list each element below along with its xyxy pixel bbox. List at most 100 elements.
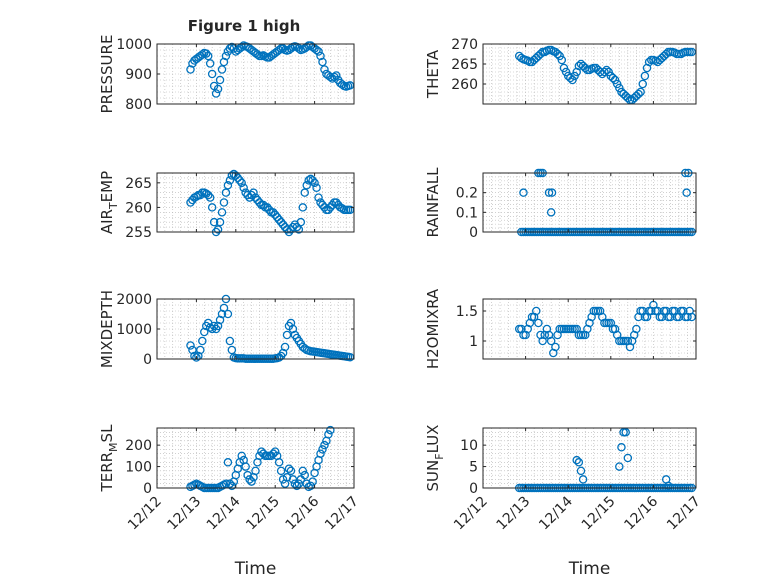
data-point xyxy=(310,178,319,188)
y-tick-label: 10 xyxy=(460,438,478,454)
data-point xyxy=(298,203,308,212)
data-point xyxy=(316,51,325,61)
data-point xyxy=(217,309,227,319)
data-point xyxy=(205,193,215,202)
data-point xyxy=(225,336,235,346)
data-point xyxy=(213,84,223,94)
data-point xyxy=(561,67,571,77)
data-point xyxy=(572,455,581,465)
y-tick-label: 0.1 xyxy=(456,205,478,221)
x-tick-label: 12/14 xyxy=(204,493,244,533)
data-point xyxy=(225,176,235,185)
data-point xyxy=(235,176,244,185)
x-tick-label: 12/13 xyxy=(494,494,534,534)
data-point xyxy=(302,181,311,190)
data-point xyxy=(634,89,643,99)
data-point xyxy=(213,321,223,331)
data-point xyxy=(207,69,217,79)
data-point xyxy=(219,198,229,207)
data-point xyxy=(227,345,237,355)
data-point xyxy=(198,336,207,346)
data-point xyxy=(687,47,696,57)
data-point xyxy=(640,71,650,81)
data-point xyxy=(604,67,613,77)
data-point xyxy=(215,315,225,325)
subplot-2: 260 265 270 THETA xyxy=(424,37,697,105)
data-point xyxy=(237,42,246,52)
data-point xyxy=(332,71,341,80)
data-point xyxy=(221,51,231,61)
data-point xyxy=(314,193,323,202)
data-point xyxy=(192,192,201,201)
y-axis-label: THETA xyxy=(424,49,442,99)
data-point xyxy=(612,79,622,89)
data-point xyxy=(337,204,347,213)
x-tick-label: 12/17 xyxy=(322,494,362,534)
y-tick-label: 2000 xyxy=(116,292,152,308)
data-point xyxy=(237,178,246,188)
data-point xyxy=(209,217,219,227)
data-point xyxy=(241,462,250,471)
data-point xyxy=(574,458,584,467)
x-tick-label: 12/15 xyxy=(243,494,283,534)
y-axis-label: TERRMSL xyxy=(98,424,120,493)
subplot-4: 0 0.1 0.2 RAINFALL xyxy=(424,167,697,241)
data-point xyxy=(196,345,205,355)
y-tick-label: 0 xyxy=(143,352,152,368)
data-point xyxy=(316,449,325,458)
data-point xyxy=(580,63,590,73)
data-point xyxy=(320,440,329,450)
data-point xyxy=(568,75,577,85)
data-point xyxy=(636,87,645,97)
data-point xyxy=(544,188,554,197)
data-point xyxy=(247,477,256,486)
y-axis-label: PRESSURE xyxy=(98,35,116,114)
data-point xyxy=(623,453,633,463)
data-point xyxy=(664,481,673,491)
data-point xyxy=(217,65,227,74)
data-point xyxy=(615,83,624,93)
y-tick-label: 260 xyxy=(451,77,478,93)
data-point xyxy=(294,44,304,53)
x-tick-label: 12/12 xyxy=(125,494,165,534)
data-point xyxy=(219,303,229,313)
data-point xyxy=(623,93,633,103)
data-point xyxy=(600,67,609,77)
data-point xyxy=(559,63,569,73)
data-point xyxy=(203,51,213,61)
data-point xyxy=(578,475,588,484)
data-point xyxy=(274,458,284,467)
data-point xyxy=(551,342,560,352)
data-point xyxy=(249,188,258,197)
data-point xyxy=(312,45,321,55)
data-point xyxy=(253,50,262,59)
data-point xyxy=(300,470,309,480)
data-point xyxy=(251,466,260,476)
data-point xyxy=(194,351,203,361)
y-axis-label: AIRTEMP xyxy=(98,171,120,234)
y-axis-label: MIXDEPTH xyxy=(98,290,116,368)
data-point xyxy=(314,47,323,56)
data-point xyxy=(324,430,333,439)
data-point xyxy=(200,327,209,337)
data-point xyxy=(198,50,207,59)
axes-box xyxy=(482,298,697,360)
subplot-3: 255 260 265 AIRTEMP xyxy=(98,169,355,241)
axes-box xyxy=(482,43,697,105)
data-point xyxy=(687,312,696,322)
data-point xyxy=(207,203,217,212)
y-tick-label: 800 xyxy=(125,97,152,113)
data-point xyxy=(294,479,304,488)
data-point xyxy=(534,318,543,328)
series-markers xyxy=(186,41,355,98)
data-point xyxy=(557,55,567,65)
data-point xyxy=(326,425,335,435)
data-point xyxy=(602,65,611,75)
y-tick-label: 0.2 xyxy=(456,186,478,202)
data-point xyxy=(298,466,308,476)
plot-area xyxy=(483,428,696,488)
